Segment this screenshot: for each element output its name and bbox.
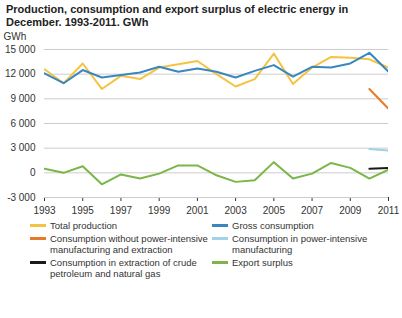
svg-text:GWh: GWh xyxy=(4,31,27,42)
svg-text:15 000: 15 000 xyxy=(5,44,36,55)
html-text:Gross consumption: Gross consumption xyxy=(232,220,314,231)
svg-text:-3 000: -3 000 xyxy=(7,192,36,203)
html-text:Consumption in power-intensive: Consumption in power-intensive manufactu… xyxy=(232,233,368,255)
svg-text:6 000: 6 000 xyxy=(10,118,35,129)
svg-text:2005: 2005 xyxy=(263,205,286,216)
html-text:Production, consumption and ex: Production, consumption and export surpl… xyxy=(6,3,349,28)
html-text:Export surplus: Export surplus xyxy=(232,257,293,268)
html-text:Consumption in extraction of c: Consumption in extraction of crude petro… xyxy=(50,257,197,279)
svg-text:1999: 1999 xyxy=(148,205,171,216)
svg-text:12 000: 12 000 xyxy=(5,68,36,79)
svg-text:1995: 1995 xyxy=(72,205,95,216)
html-text:Total production: Total production xyxy=(50,220,118,231)
svg-text:2007: 2007 xyxy=(301,205,324,216)
svg-text:1993: 1993 xyxy=(33,205,56,216)
html-text:Consumption without power-inte: Consumption without power-intensive manu… xyxy=(50,233,208,255)
svg-text:2009: 2009 xyxy=(339,205,362,216)
svg-text:2001: 2001 xyxy=(186,205,209,216)
svg-text:2011: 2011 xyxy=(378,205,400,216)
svg-text:0: 0 xyxy=(30,167,36,178)
svg-text:9 000: 9 000 xyxy=(10,93,35,104)
svg-text:3 000: 3 000 xyxy=(10,142,35,153)
svg-text:1997: 1997 xyxy=(110,205,133,216)
svg-text:2003: 2003 xyxy=(224,205,247,216)
